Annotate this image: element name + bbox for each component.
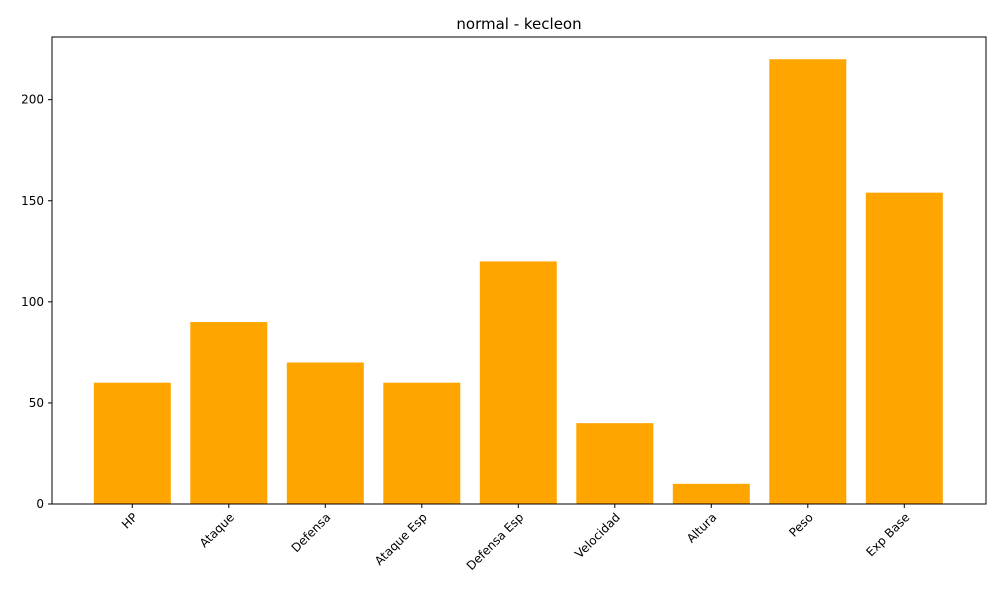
y-tick-label: 50	[29, 396, 44, 410]
x-tick-label: Defensa Esp	[464, 510, 527, 573]
x-tick-label: Ataque	[197, 510, 237, 550]
bar-hp	[93, 382, 171, 504]
x-tick-label: Peso	[786, 510, 816, 540]
bar-ataque-esp	[383, 382, 461, 504]
bar-peso	[769, 59, 847, 504]
bar-ataque	[190, 322, 268, 504]
bar-exp-base	[865, 192, 943, 504]
bars-group	[93, 59, 943, 504]
x-tick-label: Altura	[684, 510, 719, 545]
chart-title: normal - kecleon	[456, 15, 581, 33]
x-axis: HP Ataque Defensa Ataque Esp Defensa Esp Velo…	[119, 504, 912, 573]
y-axis: 0 50 100 150 200	[21, 93, 52, 511]
y-tick-label: 150	[21, 194, 44, 208]
bar-velocidad	[576, 423, 654, 504]
x-tick-label: Exp Base	[863, 510, 912, 559]
bar-defensa	[286, 362, 364, 504]
x-tick-label: Velocidad	[572, 510, 623, 561]
bar-altura	[672, 483, 750, 504]
y-tick-label: 0	[36, 497, 44, 511]
y-tick-label: 100	[21, 295, 44, 309]
x-tick-label: Ataque Esp	[372, 510, 430, 568]
plot-frame	[51, 36, 987, 505]
bar-defensa-esp	[479, 261, 557, 504]
x-tick-label: Defensa	[289, 510, 334, 555]
y-tick-label: 200	[21, 93, 44, 107]
x-tick-label: HP	[119, 510, 140, 531]
